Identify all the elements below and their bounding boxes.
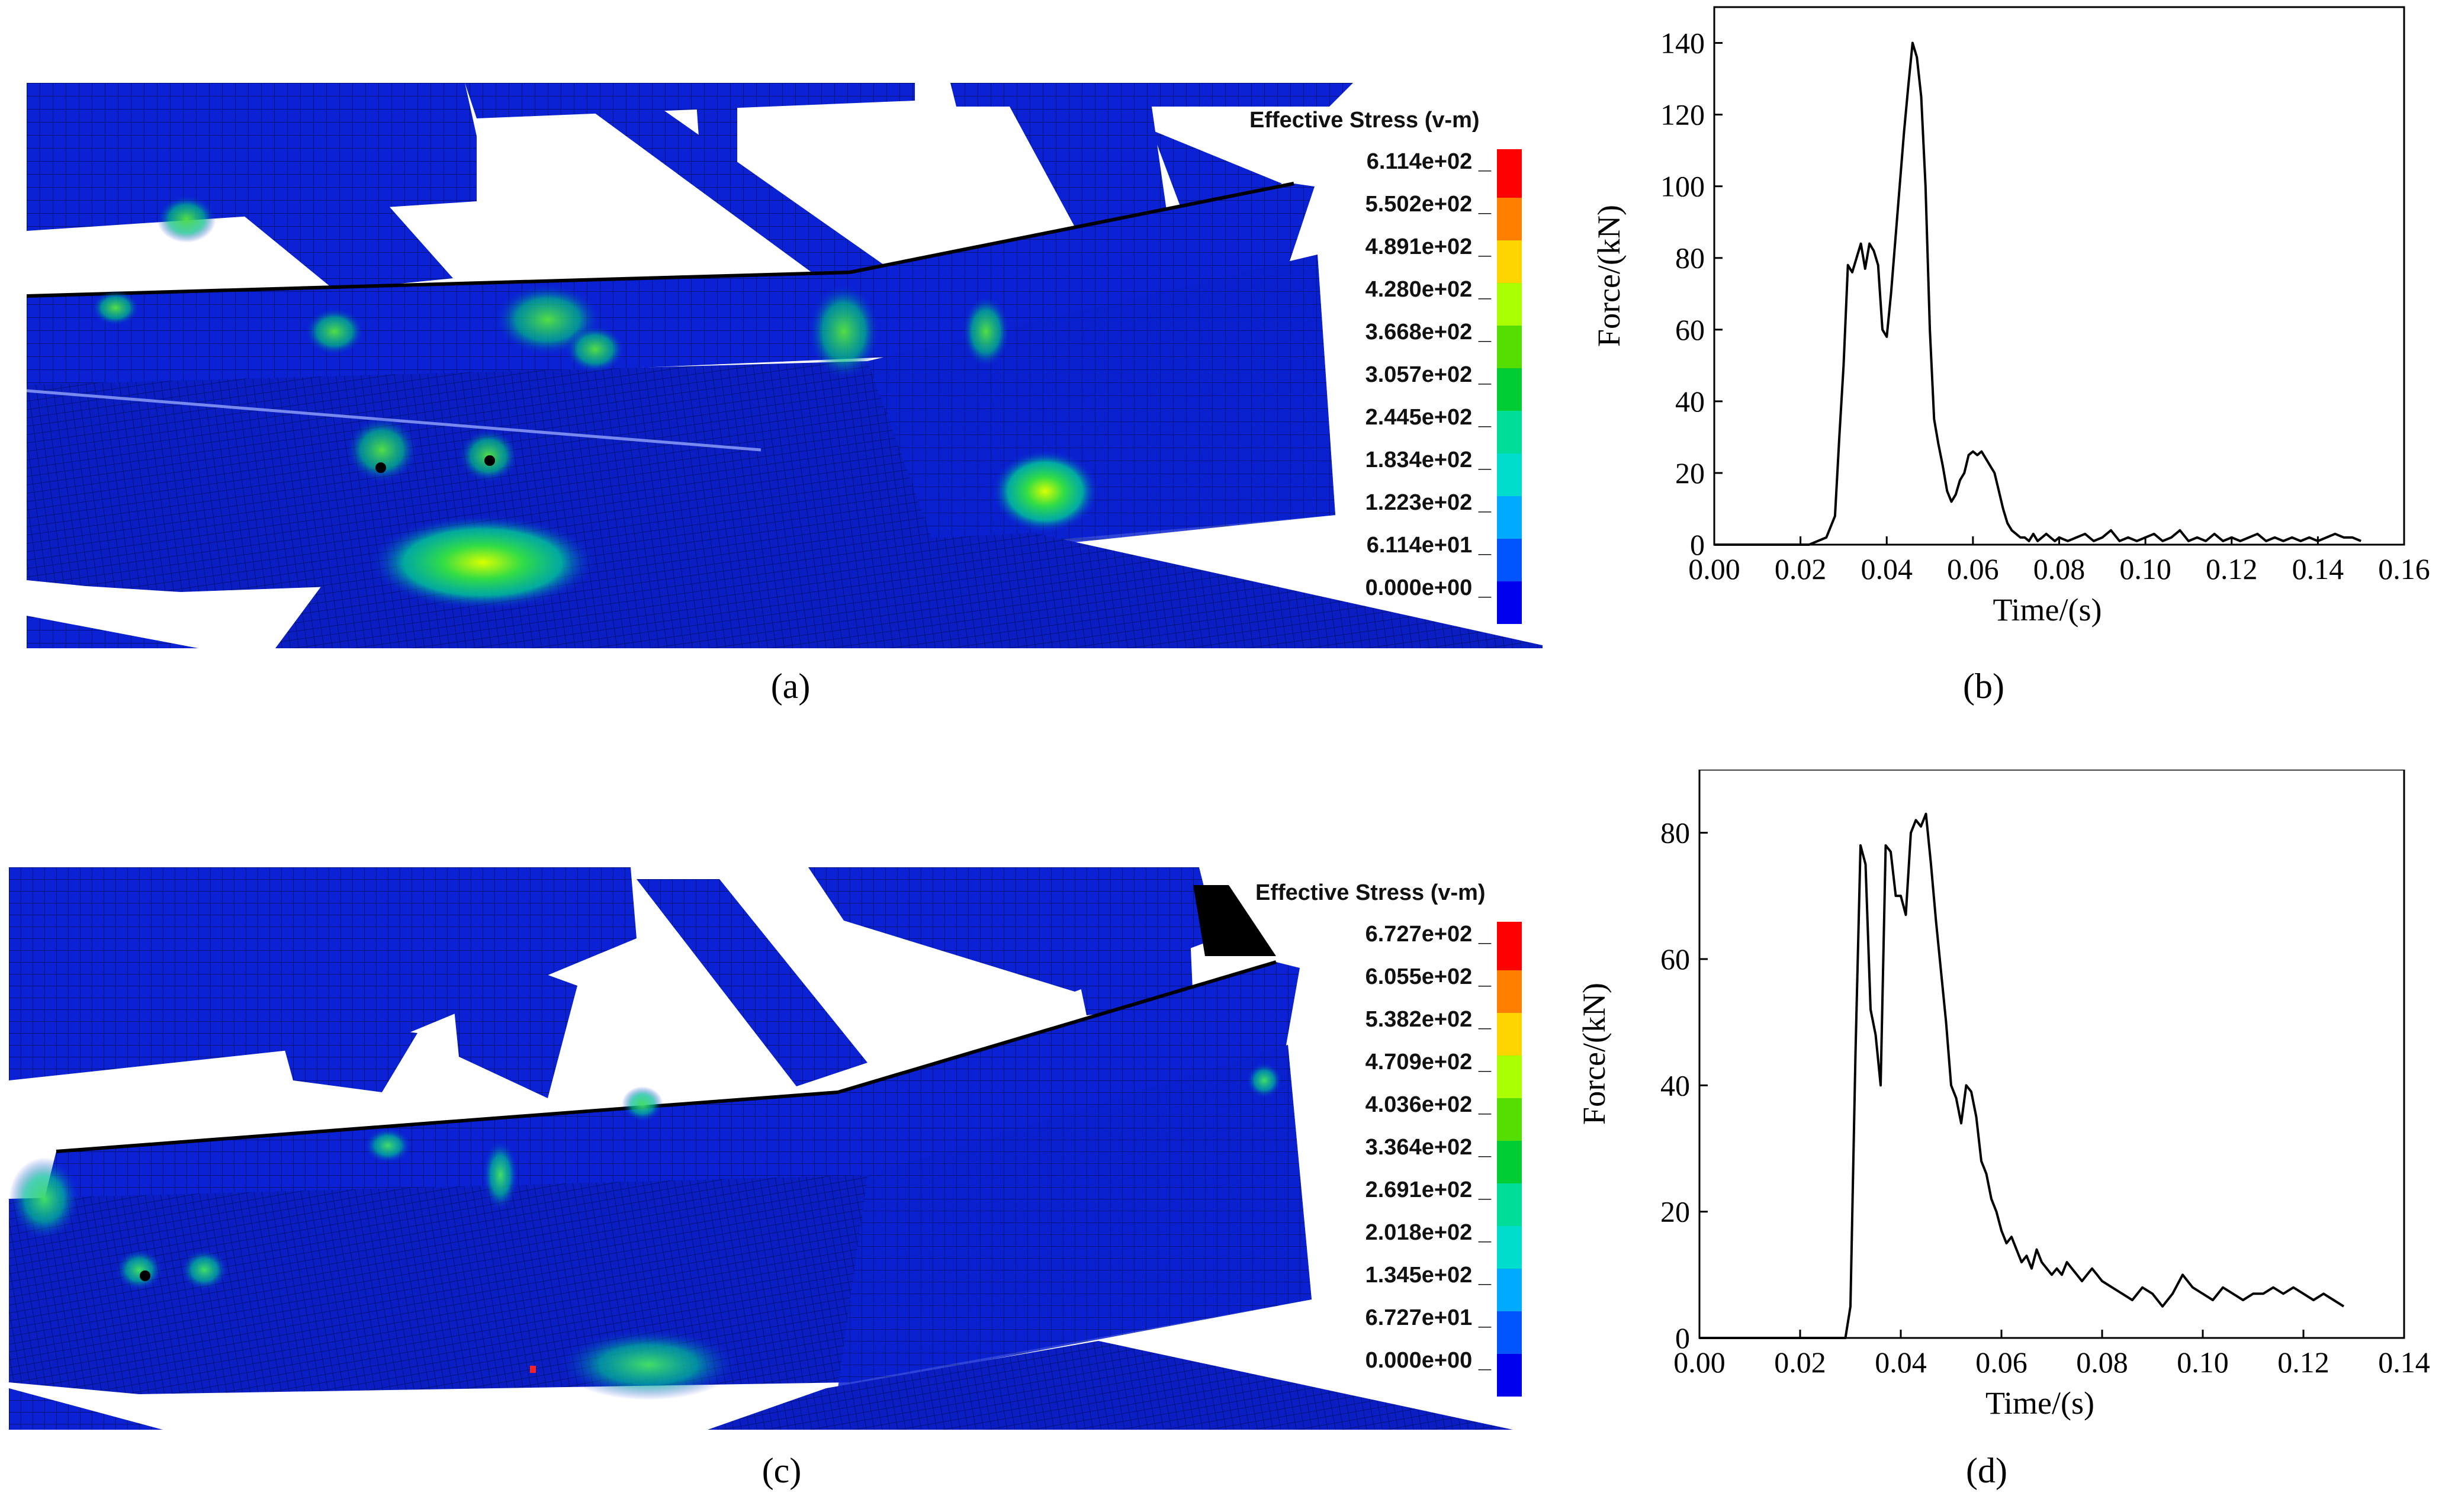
fem-contour-image-c	[9, 867, 1525, 1430]
legend-color-swatch	[1497, 368, 1522, 411]
legend-color-swatch	[1497, 1056, 1522, 1098]
panel-c: Effective Stress (v-m) 6.727e+02 _ 6.055e…	[0, 770, 1563, 1512]
legend-value-label: 4.709e+02 _	[1365, 1050, 1491, 1075]
legend-value-label: 0.000e+00 _	[1365, 575, 1491, 600]
x-tick-label: 0.04	[1875, 1346, 1927, 1379]
legend-value-label: 3.057e+02 _	[1365, 362, 1491, 387]
legend-value-label: 6.727e+02 _	[1365, 922, 1491, 947]
legend-color-swatch	[1497, 411, 1522, 453]
legend-value-label: 0.000e+00 _	[1365, 1348, 1491, 1373]
legend-value-label: 4.036e+02 _	[1365, 1092, 1491, 1117]
x-tick-label: 0.10	[2177, 1346, 2229, 1379]
legend-value-label: 6.114e+02 _	[1366, 149, 1491, 174]
legend-value-label: 5.382e+02 _	[1365, 1007, 1491, 1032]
x-axis-label: Time/(s)	[1993, 592, 2102, 628]
y-tick-label: 100	[1660, 170, 1705, 203]
x-tick-label: 0.06	[1975, 1346, 2027, 1379]
legend-color-swatch	[1497, 283, 1522, 326]
y-tick-label: 40	[1675, 385, 1705, 418]
legend-value-label: 1.834e+02 _	[1365, 448, 1491, 472]
x-tick-label: 0.08	[2033, 552, 2086, 586]
legend-color-swatch	[1497, 240, 1522, 283]
legend-color-swatch	[1497, 1311, 1522, 1354]
fem-contour-image-a	[27, 83, 1543, 648]
legend-color-swatch	[1497, 970, 1522, 1013]
caption-b: (b)	[1963, 667, 2004, 706]
x-tick-label: 0.02	[1775, 552, 1827, 586]
y-axis-label: Force/(kN)	[1576, 983, 1612, 1125]
x-tick-label: 0.06	[1947, 552, 1999, 586]
legend-color-swatch	[1497, 1226, 1522, 1269]
legend-title: Effective Stress (v-m)	[1255, 880, 1486, 905]
legend-color-swatch	[1497, 1098, 1522, 1141]
legend-value-label: 6.114e+01 _	[1366, 533, 1491, 558]
plot-frame	[1713, 6, 2405, 546]
x-tick-label: 0.14	[2292, 552, 2344, 586]
x-tick-label: 0.02	[1774, 1346, 1826, 1379]
caption-c: (c)	[761, 1451, 802, 1490]
legend-color-swatch	[1497, 1269, 1522, 1311]
legend-color-swatch	[1497, 1354, 1522, 1397]
legend-color-swatch	[1497, 198, 1522, 240]
legend-value-label: 5.502e+02 _	[1365, 192, 1491, 217]
legend-value-label: 1.223e+02 _	[1365, 490, 1491, 515]
panel-b: 0.00 0.02 0.04 0.06 0.08 0.10 0.12 0.14 0.16 0 20 4…	[1563, 0, 2442, 734]
panel-d: 0.00 0.02 0.04 0.06 0.08 0.10 0.12 0.14 0 20 40 60 8…	[1563, 768, 2442, 1512]
legend-value-label: 4.280e+02 _	[1365, 277, 1491, 302]
stress-legend-a: Effective Stress (v-m) 6.114e+02 _ 5.502e…	[1220, 107, 1540, 624]
legend-color-swatch	[1497, 1013, 1522, 1056]
y-tick-label: 140	[1660, 27, 1705, 60]
legend-color-swatch	[1497, 326, 1522, 368]
legend-color-swatch	[1497, 149, 1522, 198]
legend-value-label: 3.364e+02 _	[1365, 1135, 1491, 1160]
force-series-line	[1714, 41, 2361, 546]
x-tick-label: 0.10	[2119, 552, 2171, 586]
stress-legend-c: Effective Stress (v-m) 6.727e+02 _ 6.055e…	[1220, 879, 1540, 1397]
legend-value-label: 3.668e+02 _	[1365, 320, 1491, 345]
legend-color-swatch	[1497, 453, 1522, 496]
legend-value-label: 2.018e+02 _	[1365, 1220, 1491, 1245]
legend-value-label: 1.345e+02 _	[1365, 1263, 1491, 1288]
x-tick-label: 0.12	[2206, 552, 2258, 586]
legend-value-label: 6.727e+01 _	[1365, 1305, 1491, 1330]
x-tick-label: 0.08	[2076, 1346, 2128, 1379]
legend-color-swatch	[1497, 539, 1522, 581]
x-tick-label: 0.04	[1861, 552, 1913, 586]
force-time-chart-b: 0.00 0.02 0.04 0.06 0.08 0.10 0.12 0.14 0.16 0 20 4…	[1591, 6, 2430, 628]
y-axis-label: Force/(kN)	[1591, 205, 1627, 347]
legend-title: Effective Stress (v-m)	[1249, 108, 1480, 133]
y-tick-label: 60	[1675, 313, 1705, 346]
legend-color-swatch	[1497, 496, 1522, 539]
legend-color-swatch	[1497, 922, 1522, 970]
x-tick-label: 0.14	[2378, 1346, 2430, 1379]
x-tick-label: 0.12	[2277, 1346, 2329, 1379]
panel-a: Effective Stress (v-m) 6.114e+02 _ 5.502e…	[0, 0, 1563, 734]
y-tick-label: 20	[1660, 1195, 1690, 1228]
legend-value-label: 4.891e+02 _	[1365, 234, 1491, 259]
force-time-chart-d: 0.00 0.02 0.04 0.06 0.08 0.10 0.12 0.14 0 20 40 60 8…	[1576, 768, 2430, 1421]
caption-d: (d)	[1966, 1451, 2007, 1490]
y-tick-label: 40	[1660, 1069, 1690, 1102]
legend-color-swatch	[1497, 581, 1522, 624]
legend-value-label: 6.055e+02 _	[1365, 964, 1491, 989]
legend-color-swatch	[1497, 1141, 1522, 1183]
y-tick-label: 20	[1675, 456, 1705, 490]
y-tick-label: 60	[1660, 942, 1690, 976]
caption-a: (a)	[770, 667, 811, 706]
legend-color-swatch	[1497, 1183, 1522, 1226]
legend-value-label: 2.445e+02 _	[1365, 405, 1491, 430]
y-tick-label: 0	[1690, 528, 1705, 561]
y-tick-label: 80	[1675, 242, 1705, 275]
force-series-line	[1699, 812, 2345, 1339]
x-tick-label: 0.00	[1688, 552, 1740, 586]
x-tick-label: 0.00	[1673, 1346, 1726, 1379]
x-axis-label: Time/(s)	[1985, 1385, 2094, 1421]
plot-frame	[1698, 768, 2405, 1339]
y-tick-label: 120	[1660, 98, 1705, 131]
legend-value-label: 2.691e+02 _	[1365, 1178, 1491, 1202]
y-tick-label: 80	[1660, 816, 1690, 850]
y-tick-label: 0	[1675, 1321, 1690, 1355]
x-tick-label: 0.16	[2378, 552, 2430, 586]
